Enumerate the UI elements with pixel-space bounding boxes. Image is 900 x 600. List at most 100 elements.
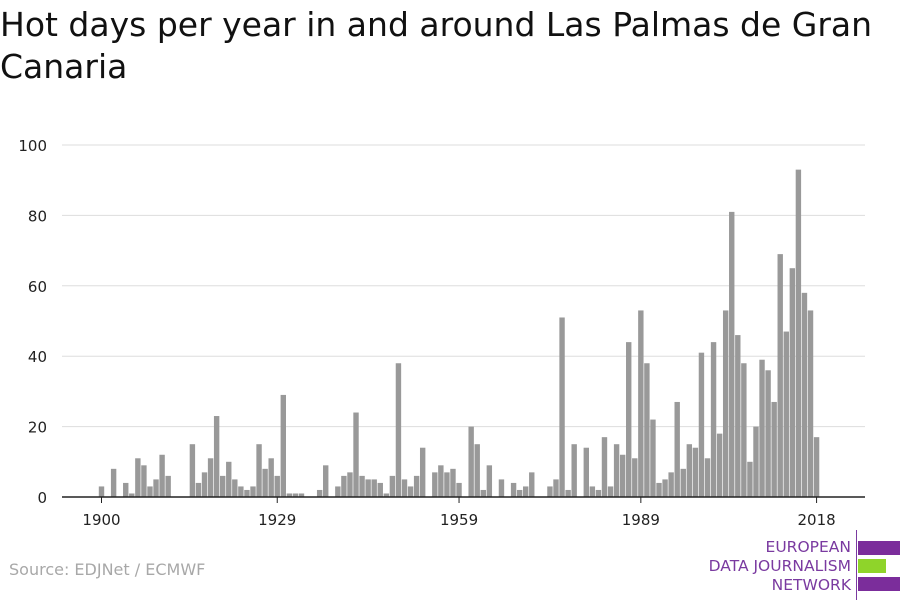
bar-1991: [650, 419, 656, 497]
logo-line-network: NETWORK: [771, 576, 851, 594]
bar-1905: [129, 493, 135, 497]
bar-1984: [607, 486, 614, 497]
bar-1993: [662, 479, 668, 497]
bar-1968: [510, 482, 517, 497]
bar-1978: [571, 444, 577, 497]
bar-2001: [710, 342, 717, 497]
bar-1970: [523, 486, 529, 497]
bar-1904: [123, 482, 129, 497]
y-tick-label-60: 60: [28, 278, 47, 296]
logo-bar-bottom: [858, 577, 900, 591]
source-note: Source: EDJNet / ECMWF: [9, 560, 206, 579]
bar-1928: [268, 458, 274, 497]
bar-1995: [674, 401, 680, 497]
bar-1988: [632, 458, 638, 497]
x-tick-label-1900: 1900: [82, 511, 120, 529]
x-tick-label-1959: 1959: [440, 511, 478, 529]
bar-1924: [244, 489, 250, 497]
bar-2003: [722, 310, 729, 497]
x-axis: 1900 1929 1959 1989 2018: [62, 496, 865, 529]
logo-line-european: EUROPEAN: [765, 538, 851, 556]
bar-2015: [795, 169, 802, 497]
x-tick-label-1989: 1989: [622, 511, 660, 529]
chart-title: Hot days per year in and around Las Palm…: [0, 5, 873, 86]
bar-1994: [668, 472, 674, 497]
y-tick-label-0: 0: [37, 489, 47, 507]
bar-series: [98, 169, 820, 497]
bar-1952: [413, 475, 420, 497]
bar-1996: [680, 468, 686, 497]
bar-1948: [389, 475, 396, 497]
bar-1983: [601, 437, 608, 497]
bar-1986: [619, 454, 626, 497]
bar-1919: [213, 416, 220, 497]
bar-1908: [147, 486, 153, 497]
bar-1977: [565, 489, 571, 497]
bar-1976: [559, 317, 565, 497]
bar-2012: [777, 254, 783, 497]
bar-1961: [468, 426, 474, 497]
bar-1944: [365, 479, 371, 497]
bar-1992: [656, 482, 662, 497]
bar-2017: [807, 310, 814, 497]
y-tick-label-20: 20: [28, 419, 47, 437]
x-tick-label-1929: 1929: [258, 511, 296, 529]
bar-1953: [419, 447, 426, 497]
bar-2009: [759, 359, 765, 497]
bar-1941: [347, 472, 353, 497]
bar-1958: [450, 468, 456, 497]
bar-1969: [516, 489, 523, 497]
bar-2014: [789, 268, 796, 497]
bar-1930: [280, 394, 286, 497]
bar-1922: [232, 479, 238, 497]
bar-1933: [298, 493, 305, 497]
bar-1955: [432, 472, 438, 497]
logo-line-data-journalism: DATA JOURNALISM: [708, 557, 851, 575]
bar-2008: [753, 426, 759, 497]
bar-1921: [226, 461, 232, 497]
y-tick-label-40: 40: [28, 348, 47, 366]
bar-1959: [456, 482, 462, 497]
bar-1945: [371, 479, 377, 497]
y-axis-ticks: 0 20 40 60 80 100: [18, 137, 47, 507]
bar-1940: [341, 475, 347, 497]
bar-1937: [323, 465, 329, 497]
bar-1963: [480, 489, 486, 497]
bar-1964: [486, 465, 493, 497]
bar-1917: [201, 472, 208, 497]
bar-1927: [262, 468, 268, 497]
edjnet-logo[interactable]: EUROPEAN DATA JOURNALISM NETWORK: [700, 528, 900, 600]
y-tick-label-100: 100: [18, 137, 47, 155]
bar-2013: [783, 331, 789, 497]
bar-1962: [474, 444, 480, 497]
bar-1997: [686, 444, 693, 497]
x-tick-label-2018: 2018: [797, 511, 835, 529]
bar-1990: [644, 363, 650, 497]
bar-1910: [159, 454, 165, 497]
bar-1989: [638, 310, 644, 497]
bar-1975: [553, 479, 559, 497]
bar-2000: [704, 458, 711, 497]
bar-2018: [813, 437, 820, 497]
bar-2011: [771, 401, 777, 497]
bar-2002: [716, 433, 723, 497]
y-tick-label-80: 80: [28, 207, 47, 225]
bar-1925: [250, 486, 256, 497]
bar-1998: [692, 447, 699, 497]
bar-1923: [238, 486, 244, 497]
logo-bar-middle: [858, 559, 886, 573]
bar-2006: [741, 363, 747, 497]
bar-1947: [383, 493, 390, 497]
bar-1985: [613, 444, 620, 497]
bar-1907: [141, 465, 147, 497]
bar-1974: [547, 486, 553, 497]
bar-2016: [801, 292, 808, 497]
bar-2007: [747, 461, 753, 497]
logo-divider: [856, 530, 857, 600]
bar-1971: [529, 472, 535, 497]
bar-2004: [729, 211, 735, 497]
bar-1943: [359, 475, 365, 497]
bar-1911: [165, 475, 171, 497]
bar-1918: [207, 458, 214, 497]
bar-1981: [589, 486, 596, 497]
